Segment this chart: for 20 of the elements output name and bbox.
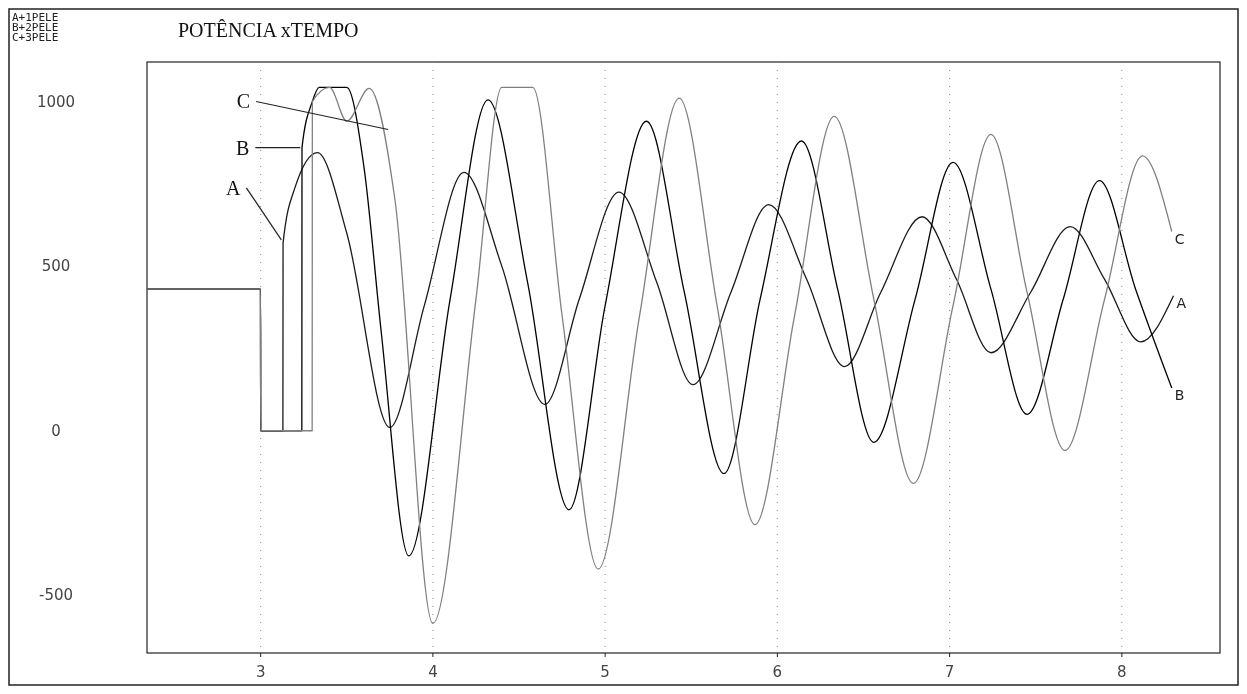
text: C+3PELE [12,31,59,44]
x-tick-label: 8 [1117,663,1127,681]
x-tick-label: 7 [944,663,955,681]
x-tick-label: 3 [255,663,266,681]
series-label: C [1174,230,1185,247]
x-tick-label: 4 [428,663,438,681]
x-tick-label: 6 [772,663,783,681]
text: A+1PELE [12,11,59,24]
x-tick-label: 5 [600,663,610,681]
y-tick-label: 0 [51,421,61,440]
series-label: A [1176,294,1187,311]
y-tick-label: 1000 [36,92,76,111]
y-tick-label: 500 [41,257,71,276]
text: B+2PELE [12,21,59,34]
y-tick-label: -500 [38,586,74,605]
annotation: A [225,176,241,199]
annotation: B [235,136,250,159]
annotation: C [236,90,251,113]
chart-title: POTÊNCIA xTEMPO [178,19,359,41]
series-label: B [1174,386,1185,403]
